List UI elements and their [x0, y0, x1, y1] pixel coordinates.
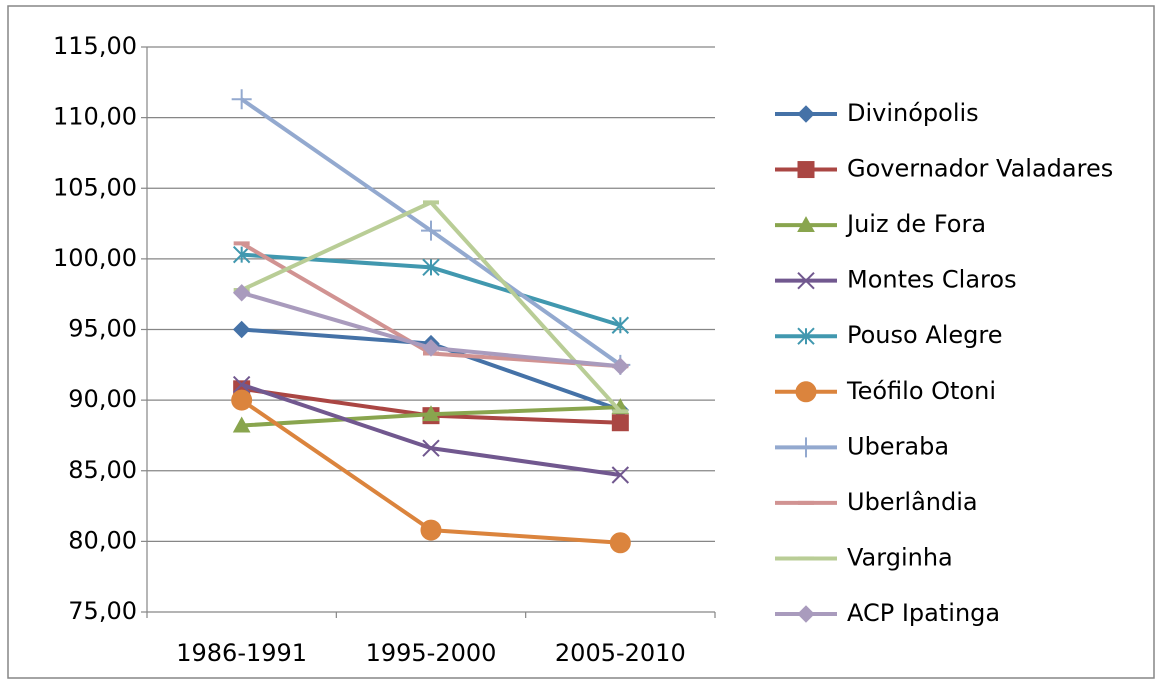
- y-tick-label: 90,00: [68, 385, 137, 413]
- legend-label: Governador Valadares: [847, 155, 1113, 183]
- marker: [422, 439, 440, 457]
- marker: [420, 519, 442, 541]
- legend-label: Teófilo Otoni: [846, 377, 996, 405]
- marker: [796, 437, 816, 458]
- legend-label: Pouso Alegre: [847, 321, 1003, 349]
- marker: [232, 416, 251, 433]
- marker: [231, 89, 252, 110]
- marker: [231, 389, 253, 411]
- legend-label: Divinópolis: [847, 99, 979, 127]
- marker: [232, 320, 251, 339]
- marker: [611, 316, 630, 334]
- y-tick-label: 85,00: [68, 456, 137, 484]
- y-tick-label: 115,00: [53, 32, 137, 60]
- marker: [797, 605, 815, 623]
- marker: [797, 216, 815, 233]
- marker: [797, 271, 815, 290]
- marker: [797, 161, 815, 179]
- x-tick-label: 2005-2010: [555, 639, 686, 667]
- marker: [611, 357, 630, 375]
- marker: [232, 284, 251, 302]
- marker: [422, 405, 440, 422]
- legend-label: Uberaba: [847, 432, 949, 460]
- y-tick-label: 80,00: [68, 526, 137, 554]
- marker: [611, 414, 629, 432]
- y-tick-label: 105,00: [53, 173, 137, 201]
- marker: [422, 258, 440, 277]
- legend-label: Montes Claros: [847, 266, 1017, 294]
- marker: [609, 532, 631, 554]
- x-tick-label: 1986-1991: [176, 639, 307, 667]
- marker: [795, 381, 817, 403]
- legend-label: Uberlândia: [847, 488, 978, 516]
- marker: [421, 220, 441, 241]
- y-tick-label: 75,00: [68, 597, 137, 625]
- marker: [611, 466, 630, 484]
- y-tick-label: 100,00: [53, 244, 137, 272]
- marker: [422, 339, 440, 357]
- marker: [232, 245, 251, 264]
- legend-label: ACP Ipatinga: [847, 599, 1000, 627]
- legend-label: Varginha: [847, 543, 953, 571]
- marker: [797, 105, 815, 123]
- x-tick-label: 1995-2000: [366, 639, 497, 667]
- legend-label: Juiz de Fora: [845, 210, 986, 238]
- y-tick-label: 95,00: [68, 315, 137, 343]
- marker: [797, 327, 815, 345]
- marker: [232, 375, 251, 394]
- y-tick-label: 110,00: [53, 103, 137, 131]
